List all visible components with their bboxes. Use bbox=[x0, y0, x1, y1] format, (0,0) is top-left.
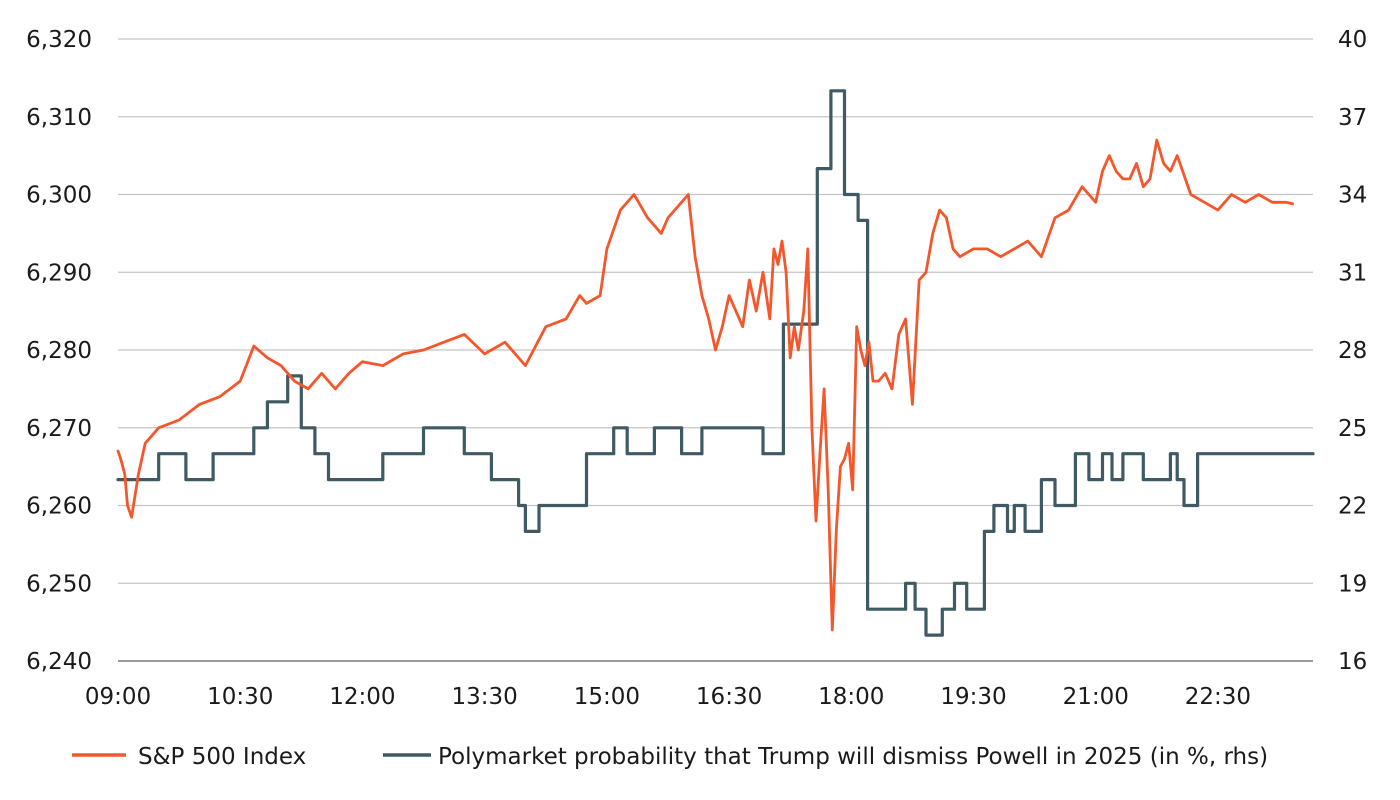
x-tick-label: 12:00 bbox=[329, 684, 395, 710]
x-tick-label: 21:00 bbox=[1063, 684, 1129, 710]
left-tick-label: 6,300 bbox=[26, 183, 92, 209]
right-tick-label: 22 bbox=[1338, 494, 1367, 520]
series-lines bbox=[116, 89, 1315, 637]
x-tick-label: 13:30 bbox=[451, 684, 517, 710]
legend-label-sp500: S&P 500 Index bbox=[138, 744, 306, 770]
left-tick-label: 6,270 bbox=[26, 416, 92, 442]
x-tick-label: 10:30 bbox=[207, 684, 273, 710]
x-tick-label: 18:00 bbox=[818, 684, 884, 710]
x-tick-label: 09:00 bbox=[85, 684, 151, 710]
right-tick-label: 34 bbox=[1338, 183, 1367, 209]
x-tick-label: 22:30 bbox=[1185, 684, 1251, 710]
x-axis-tick-labels: 09:00 10:30 12:00 13:30 15:00 16:30 18:00 19:30… bbox=[85, 684, 1251, 710]
left-tick-label: 6,310 bbox=[26, 105, 92, 131]
legend: S&P 500 Index Polymarket probability tha… bbox=[72, 744, 1268, 770]
right-tick-label: 37 bbox=[1338, 105, 1367, 131]
legend-label-polymarket: Polymarket probability that Trump will d… bbox=[438, 744, 1268, 770]
left-tick-label: 6,320 bbox=[26, 27, 92, 53]
right-tick-label: 28 bbox=[1338, 338, 1367, 364]
gridlines bbox=[118, 38, 1313, 584]
right-tick-label: 31 bbox=[1338, 260, 1367, 286]
right-tick-label: 25 bbox=[1338, 416, 1367, 442]
right-axis-tick-labels: 16 19 22 25 28 31 34 37 40 bbox=[1338, 27, 1367, 675]
x-tick-label: 16:30 bbox=[696, 684, 762, 710]
series-line-polymarket bbox=[116, 89, 1315, 637]
right-tick-label: 16 bbox=[1338, 649, 1367, 675]
series-line-sp500 bbox=[116, 138, 1294, 632]
left-tick-label: 6,280 bbox=[26, 338, 92, 364]
left-tick-label: 6,250 bbox=[26, 571, 92, 597]
right-tick-label: 19 bbox=[1338, 571, 1367, 597]
left-tick-label: 6,290 bbox=[26, 260, 92, 286]
x-tick-label: 15:00 bbox=[574, 684, 640, 710]
right-tick-label: 40 bbox=[1338, 27, 1367, 53]
left-tick-label: 6,240 bbox=[26, 649, 92, 675]
x-tick-label: 19:30 bbox=[940, 684, 1006, 710]
left-tick-label: 6,260 bbox=[26, 494, 92, 520]
left-axis-tick-labels: 6,240 6,250 6,260 6,270 6,280 6,290 6,300 6,310… bbox=[26, 27, 92, 675]
